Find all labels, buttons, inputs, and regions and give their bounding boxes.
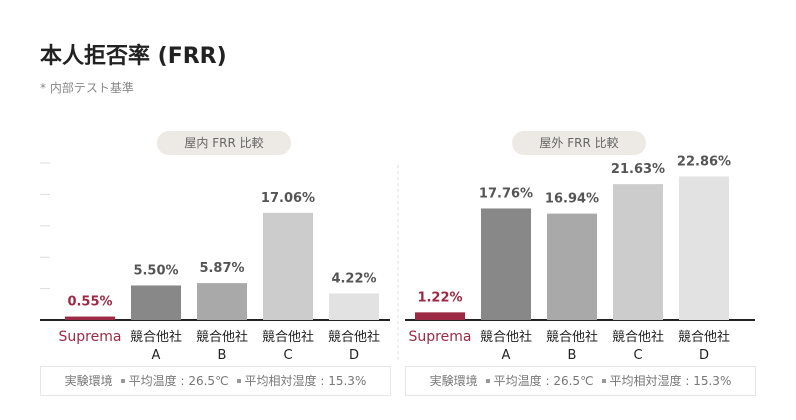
category-label: D — [349, 348, 359, 363]
env-humidity: 平均相対湿度 : 15.3% — [609, 374, 732, 388]
bar — [481, 208, 531, 320]
category-label: D — [699, 348, 709, 363]
env-box-indoor: 実験環境 平均温度 : 26.5℃ 平均相対湿度 : 15.3% — [40, 366, 391, 396]
env-label: 実験環境 — [64, 374, 113, 388]
env-temp: 平均温度 : 26.5℃ — [128, 374, 229, 388]
category-label: 競合他社 — [612, 329, 664, 345]
category-label: B — [568, 348, 577, 363]
category-label: Suprema — [59, 329, 122, 345]
data-label: 22.86% — [677, 154, 731, 169]
bullet-icon — [120, 378, 125, 383]
category-label: A — [502, 348, 511, 363]
data-label: 4.22% — [331, 271, 376, 286]
outdoor-chart-title: 屋外 FRR 比較 — [512, 131, 646, 155]
bullet-icon — [485, 378, 490, 383]
category-label: 競合他社 — [328, 329, 380, 345]
data-label: 17.76% — [479, 186, 533, 201]
category-label: C — [283, 348, 292, 363]
bar — [547, 213, 597, 320]
env-box-outdoor: 実験環境 平均温度 : 26.5℃ 平均相対湿度 : 15.3% — [405, 366, 756, 396]
bar — [613, 184, 663, 320]
category-label: 競合他社 — [480, 329, 532, 345]
category-label: 競合他社 — [262, 329, 314, 345]
category-label: Suprema — [409, 329, 472, 345]
data-label: 21.63% — [611, 162, 665, 177]
env-label: 実験環境 — [429, 374, 478, 388]
bullet-icon — [601, 378, 606, 383]
indoor-chart-title: 屋内 FRR 比較 — [157, 131, 291, 155]
data-label: 17.06% — [261, 191, 315, 206]
bar — [329, 293, 379, 320]
bar — [65, 316, 115, 320]
data-label: 5.50% — [133, 263, 178, 278]
category-label: 競合他社 — [130, 329, 182, 345]
bar — [415, 312, 465, 320]
category-label: 競合他社 — [196, 329, 248, 345]
data-label: 0.55% — [67, 295, 112, 310]
category-label: C — [633, 348, 642, 363]
category-label: B — [218, 348, 227, 363]
bar — [197, 283, 247, 320]
bar — [263, 212, 313, 320]
bar — [131, 285, 181, 320]
bar — [679, 176, 729, 320]
category-label: A — [152, 348, 161, 363]
test-note: * 内部テスト基準 — [40, 81, 134, 95]
data-label: 16.94% — [545, 192, 599, 207]
data-label: 5.87% — [199, 261, 244, 276]
env-humidity: 平均相対湿度 : 15.3% — [244, 374, 367, 388]
data-label: 1.22% — [417, 290, 462, 305]
page-title: 本人拒否率 (FRR) — [40, 44, 227, 69]
category-label: 競合他社 — [546, 329, 598, 345]
env-temp: 平均温度 : 26.5℃ — [493, 374, 594, 388]
bullet-icon — [236, 378, 241, 383]
category-label: 競合他社 — [678, 329, 730, 345]
